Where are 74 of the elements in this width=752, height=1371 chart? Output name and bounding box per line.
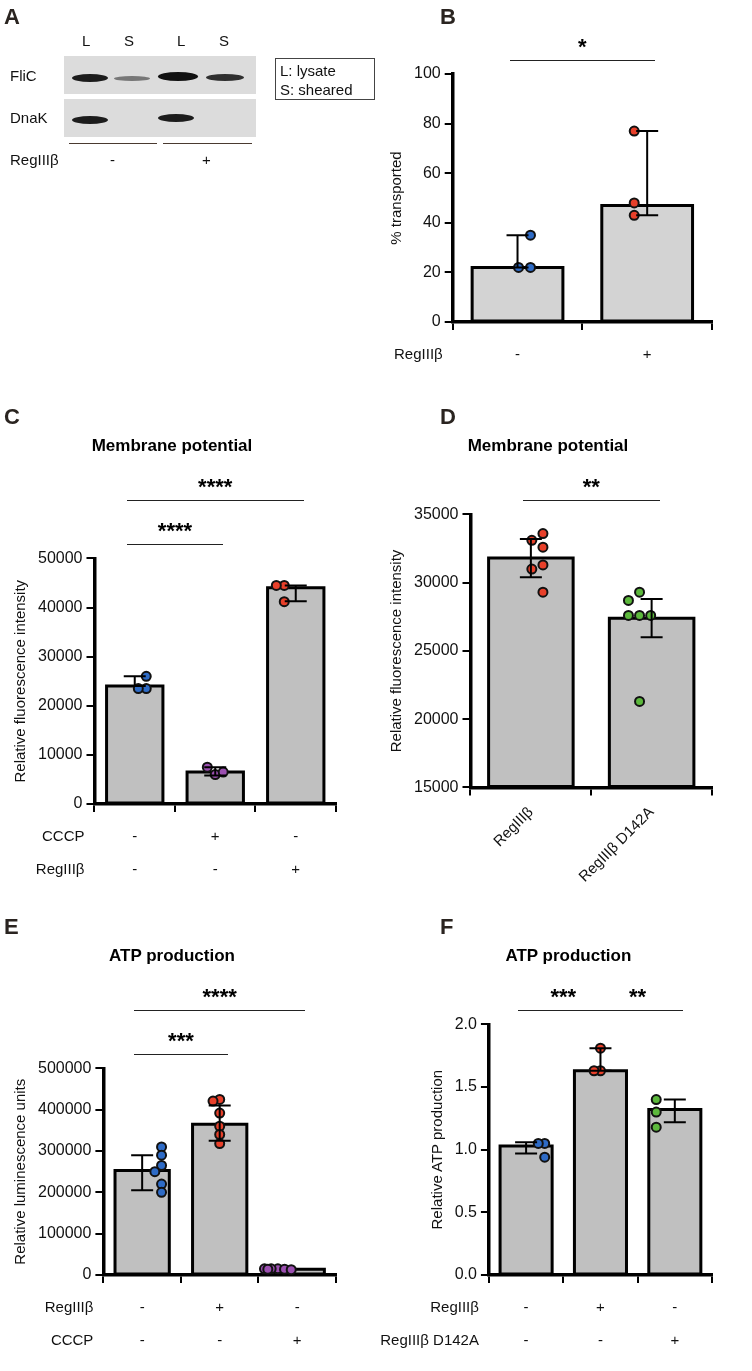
- text: D: [440, 404, 456, 429]
- text: *: [578, 34, 587, 60]
- y-tick-label: 0: [431, 312, 441, 330]
- text: ***: [550, 984, 577, 1011]
- y-tick-label: 20000: [413, 709, 459, 727]
- text: ****: [157, 518, 193, 545]
- x-tick-label: - +: [291, 826, 301, 877]
- y-tick-label: 200000: [38, 1182, 92, 1200]
- y-tick-label: 100000: [38, 1224, 92, 1242]
- text: F: [440, 914, 454, 939]
- chart-title: ATP production: [109, 945, 235, 965]
- y-tick-label: 0.5: [454, 1202, 478, 1220]
- x-tick-label: - +: [292, 1297, 302, 1348]
- y-tick-label: 20: [422, 262, 441, 280]
- y-tick-label: 500000: [38, 1058, 92, 1076]
- y-tick-label: 10000: [37, 745, 83, 763]
- y-tick-label: 1.0: [454, 1140, 478, 1158]
- y-tick-label: 2.0: [454, 1014, 478, 1032]
- text: -: [110, 151, 115, 168]
- x-tick-label: - +: [670, 1297, 680, 1348]
- x-axis-title: CCCP RegIIIβ: [35, 826, 85, 877]
- y-tick-label: 400000: [38, 1100, 92, 1118]
- text: ****: [198, 474, 233, 501]
- x-tick-label: - -: [132, 826, 138, 877]
- y-tick-label: 30000: [413, 573, 459, 591]
- text: L: lysate: [280, 62, 336, 79]
- text: E: [4, 914, 19, 939]
- y-tick-label: 50000: [37, 548, 83, 566]
- text: ***: [168, 1028, 194, 1055]
- y-axis-title: Relative luminescence units: [11, 1078, 29, 1265]
- y-tick-label: 25000: [413, 641, 459, 659]
- y-tick-label: 40: [422, 213, 441, 231]
- text: DnaK: [10, 109, 48, 126]
- y-axis-title: Relative ATP production: [427, 1069, 445, 1230]
- text: S: sheared: [280, 81, 353, 98]
- y-tick-label: 15000: [413, 777, 459, 795]
- y-tick-label: 40000: [37, 597, 83, 615]
- chart-title: Membrane potential: [467, 435, 629, 455]
- y-tick-label: 60: [422, 163, 441, 181]
- text: L: [177, 32, 186, 49]
- y-tick-label: 35000: [413, 504, 459, 522]
- y-tick-label: 0: [73, 794, 83, 812]
- y-axis-title: Relative fluorescence intensity: [11, 579, 29, 783]
- y-axis-title: % transported: [387, 151, 405, 245]
- x-tick-label: - -: [523, 1297, 529, 1348]
- text: RegIIIβ: [10, 151, 59, 168]
- x-axis-title: RegIIIβ RegIIIβ D142A: [380, 1297, 480, 1348]
- text: L: [82, 32, 91, 49]
- text: **: [582, 474, 600, 501]
- x-axis-title: RegIIIβ CCCP: [44, 1297, 94, 1348]
- text: B: [440, 4, 456, 29]
- y-tick-label: 80: [422, 114, 441, 132]
- x-tick-label: + -: [215, 1297, 225, 1348]
- x-tick-label: + -: [210, 826, 220, 877]
- y-tick-label: 20000: [37, 696, 83, 714]
- text: A: [4, 4, 20, 29]
- chart-title: Membrane potential: [91, 435, 253, 455]
- text: **: [629, 984, 647, 1011]
- text: C: [4, 404, 20, 429]
- y-axis-title: Relative fluorescence intensity: [387, 549, 405, 753]
- text: FliC: [10, 67, 37, 84]
- text: ****: [202, 984, 237, 1011]
- text: S: [219, 32, 230, 49]
- x-tick-label: + -: [596, 1297, 606, 1348]
- y-tick-label: 1.5: [454, 1077, 478, 1095]
- y-tick-label: 30000: [37, 647, 83, 665]
- text: S: [124, 32, 135, 49]
- x-tick-label: - -: [139, 1297, 145, 1348]
- y-tick-label: 300000: [38, 1141, 92, 1159]
- text: +: [202, 151, 211, 168]
- y-tick-label: 0.0: [454, 1265, 478, 1283]
- chart-title: ATP production: [505, 945, 632, 965]
- y-tick-label: 0: [82, 1265, 92, 1283]
- y-tick-label: 100: [413, 64, 441, 82]
